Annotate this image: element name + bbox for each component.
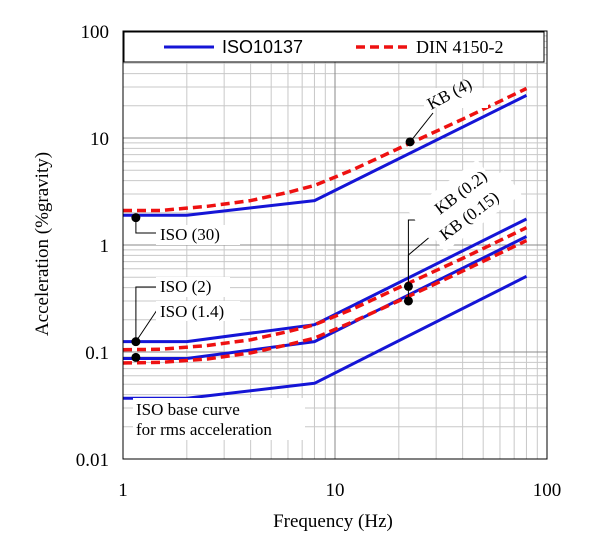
series-layer [122, 86, 528, 400]
annotation-bg [156, 301, 240, 321]
legend: ISO10137 DIN 4150-2 [123, 31, 545, 63]
din-series-line-6 [122, 239, 528, 365]
legend-label-iso10137: ISO10137 [222, 37, 303, 57]
annotation-iso-base-curve: ISO base curve [136, 400, 240, 419]
annotation-bg [133, 398, 305, 440]
annotation-bg [156, 225, 240, 245]
annotation-leader-line [135, 217, 157, 234]
annotation-bg [424, 88, 488, 108]
x-tick-label: 10 [326, 480, 345, 501]
annotation-iso-2: ISO (2) [160, 277, 211, 296]
legend-label-din4150: DIN 4150-2 [416, 37, 504, 57]
y-tick-label: 10 [90, 129, 109, 150]
data-marker [403, 296, 413, 306]
annotation-bg [426, 170, 522, 252]
annotation-bg [408, 159, 498, 239]
annotation-iso-1-4: ISO (1.4) [160, 302, 224, 321]
x-tick-label: 100 [533, 480, 562, 501]
y-axis-title: Acceleration (%gravity) [32, 152, 53, 336]
annotation-leader-line [135, 309, 158, 342]
data-marker [131, 213, 141, 223]
plot-frame [122, 30, 548, 460]
data-marker [131, 337, 141, 347]
data-marker [405, 137, 415, 147]
y-tick-label: 0.01 [76, 450, 109, 471]
annotation-leader-line [135, 286, 157, 342]
annotation-rms-acceleration: for rms acceleration [136, 420, 272, 439]
iso-series-line-1 [123, 217, 528, 344]
annotation-leader-line [409, 112, 434, 143]
tick-labels: 1 10 100 0.01 0.1 1 10 100 [76, 22, 562, 501]
x-axis-title: Frequency (Hz) [273, 511, 393, 532]
y-tick-label: 0.1 [85, 343, 109, 364]
din-series-line-4 [123, 86, 528, 213]
iso-series-line-0 [123, 94, 528, 217]
x-tick-label: 1 [118, 480, 128, 501]
data-marker [403, 281, 413, 291]
y-tick-label: 100 [81, 22, 110, 43]
din-series-line-5 [122, 226, 528, 352]
annotation-bg [156, 277, 230, 297]
y-tick-label: 1 [100, 236, 110, 257]
annotations: KB (4) KB (0.2) KB (0.15) ISO (30) ISO (… [133, 74, 522, 440]
marker-layer [131, 137, 415, 362]
annotation-iso-30: ISO (30) [160, 225, 220, 244]
data-marker [131, 352, 141, 362]
